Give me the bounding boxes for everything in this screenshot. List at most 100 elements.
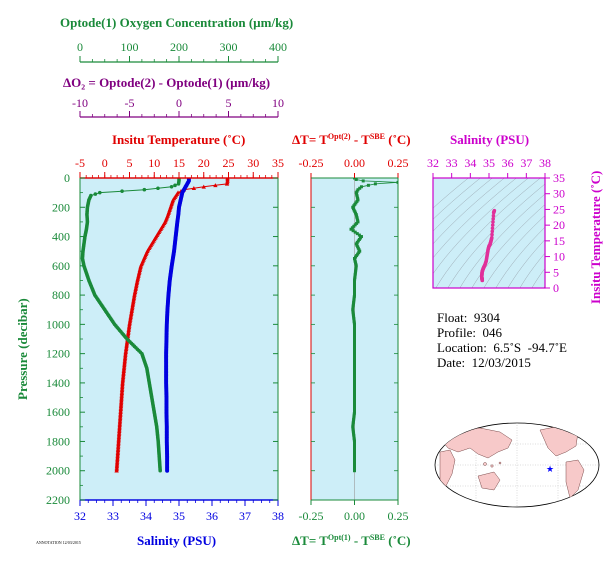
temperature-point: [213, 183, 218, 188]
info-location: Location: 6.5˚S -94.7˚E: [437, 340, 567, 355]
ts-density-contour: [433, 178, 505, 245]
delta-o2-axis-tick-label: 5: [226, 96, 232, 110]
delta-t-point: [396, 180, 398, 184]
ts-x-tick-label: 35: [483, 156, 495, 170]
salinity-axis: 32 33 34 35 36 37 38: [74, 499, 284, 523]
temperature-axis-tick-label: 15: [173, 156, 185, 170]
pressure-axis-tick-label: 0: [64, 171, 70, 185]
temperature-series: [114, 178, 230, 473]
ts-y-tick-label: 0: [553, 281, 559, 295]
temperature-axis-tick-label: 35: [272, 156, 284, 170]
ts-panel-plot: [433, 178, 545, 288]
oxygen-point: [176, 182, 181, 186]
ts-y-tick-label: 20: [553, 218, 565, 232]
oxygen-series: [80, 178, 181, 473]
oxygen-axis-label: Optode(1) Oxygen Concentration (µm/kg): [60, 15, 293, 30]
pressure-axis-tick-label: 1600: [46, 405, 70, 419]
t-s-point: [490, 229, 495, 234]
t-s-point: [491, 217, 496, 221]
salinity-axis-label: Salinity (PSU): [137, 533, 216, 548]
oxygen-axis-tick-label: 100: [121, 40, 139, 54]
temperature-axis-tick-label: -5: [75, 156, 85, 170]
ts-y-tick-label: 30: [553, 187, 565, 201]
delta-t-point: [357, 233, 361, 237]
delta-t-point: [351, 229, 355, 233]
pressure-axis-tick-label: 800: [52, 288, 70, 302]
delta-t-top-tick-label: -0.25: [299, 156, 324, 170]
oxygen-point: [169, 184, 174, 189]
t-s-point: [490, 235, 494, 240]
delta-t-point: [355, 232, 359, 236]
delta-o2-axis-label: ΔO₂ = Optode(2) - Optode(1) (µm/kg): [63, 75, 270, 90]
oxygen-point: [156, 186, 160, 191]
delta-t-panel-plot: [349, 178, 398, 500]
pressure-axis-tick-label: 1800: [46, 434, 70, 448]
delta-t-series: [349, 178, 398, 473]
pressure-axis-tick-label: 1200: [46, 347, 70, 361]
info-float: Float: 9304: [437, 310, 500, 325]
t-s-point: [490, 232, 494, 237]
delta-t-bottom-label: ΔT= TOpt(1) - TSBE (˚C): [292, 533, 411, 548]
delta-t-point: [373, 182, 377, 186]
float-location-star-icon: ★: [546, 464, 554, 474]
svg-text:ΔT= TOpt(1) - TSBE (˚C): ΔT= TOpt(1) - TSBE (˚C): [292, 533, 411, 548]
temperature-axis-tick-label: 10: [148, 156, 160, 170]
pressure-axis-tick-label: 400: [52, 230, 70, 244]
ts-density-contour: [483, 215, 545, 288]
delta-t-point: [359, 185, 363, 189]
ts-density-contour: [433, 178, 469, 209]
ts-x-tick-label: 34: [464, 156, 476, 170]
oxygen-point: [120, 189, 124, 193]
delta-t-top-label: ΔT= TOpt(2) - TSBE (˚C): [292, 132, 411, 147]
info-date: Date: 12/03/2015: [437, 355, 531, 370]
temperature-point: [114, 468, 119, 473]
ts-x-tick-label: 32: [427, 156, 439, 170]
delta-t-point: [358, 186, 362, 190]
temperature-point: [201, 184, 206, 189]
pressure-axis-tick-label: 1000: [46, 317, 70, 331]
ts-density-contour: [433, 178, 481, 220]
ts-density-contour: [519, 252, 545, 288]
pressure-axis-tick-label: 600: [52, 259, 70, 273]
temperature-axis-tick-label: 25: [223, 156, 235, 170]
delta-t-point: [353, 469, 356, 473]
t-s-point: [491, 213, 496, 218]
ts-temperature-axis-label: Insitu Temperature (˚C): [588, 171, 603, 304]
delta-o2-axis-tick-label: 0: [176, 96, 182, 110]
temperature-axis-tick-label: 20: [198, 156, 210, 170]
oxygen-point: [93, 192, 98, 196]
ts-y-tick-label: 5: [553, 265, 559, 279]
t-s-point: [490, 223, 495, 227]
delta-o2-axis-tick-label: -5: [125, 96, 135, 110]
salinity-point: [165, 468, 170, 473]
oxygen-point: [158, 468, 162, 473]
temperature-axis-tick-label: 0: [102, 156, 108, 170]
delta-o2-axis-tick-label: -10: [72, 96, 88, 110]
delta-t-point: [353, 178, 356, 180]
svg-text:ΔT= TOpt(2) - TSBE (˚C): ΔT= TOpt(2) - TSBE (˚C): [292, 132, 411, 147]
pressure-axis: 0 200 400 600 800 1000 1200 1400 1600 1800 2000 220…: [46, 171, 278, 507]
pressure-axis-tick-label: 2000: [46, 464, 70, 478]
salinity-axis-tick-label: 33: [107, 509, 119, 523]
oxygen-point: [173, 183, 177, 188]
delta-t-top-tick-label: 0.25: [388, 156, 409, 170]
ts-density-contour: [433, 178, 529, 275]
salinity-axis-tick-label: 37: [239, 509, 251, 523]
delta-o2-axis: -10 -5 0 5 10: [72, 96, 284, 118]
delta-t-bottom-tick-label: 0.00: [344, 509, 365, 523]
oxygen-axis-tick-label: 300: [220, 40, 238, 54]
t-s-point: [492, 208, 497, 213]
t-s-point: [490, 226, 495, 231]
delta-o2-axis-tick-label: 10: [272, 96, 284, 110]
delta-t-point: [366, 183, 370, 187]
oxygen-axis: 0 100 200 300 400: [77, 40, 287, 63]
t-s-series: [479, 208, 497, 283]
ts-x-tick-label: 38: [539, 156, 551, 170]
delta-t-bottom-tick-label: -0.25: [299, 509, 324, 523]
t-s-point: [491, 220, 495, 224]
ts-salinity-axis-label: Salinity (PSU): [450, 132, 529, 147]
info-profile: Profile: 046: [437, 325, 502, 340]
ts-density-contour: [433, 178, 493, 232]
